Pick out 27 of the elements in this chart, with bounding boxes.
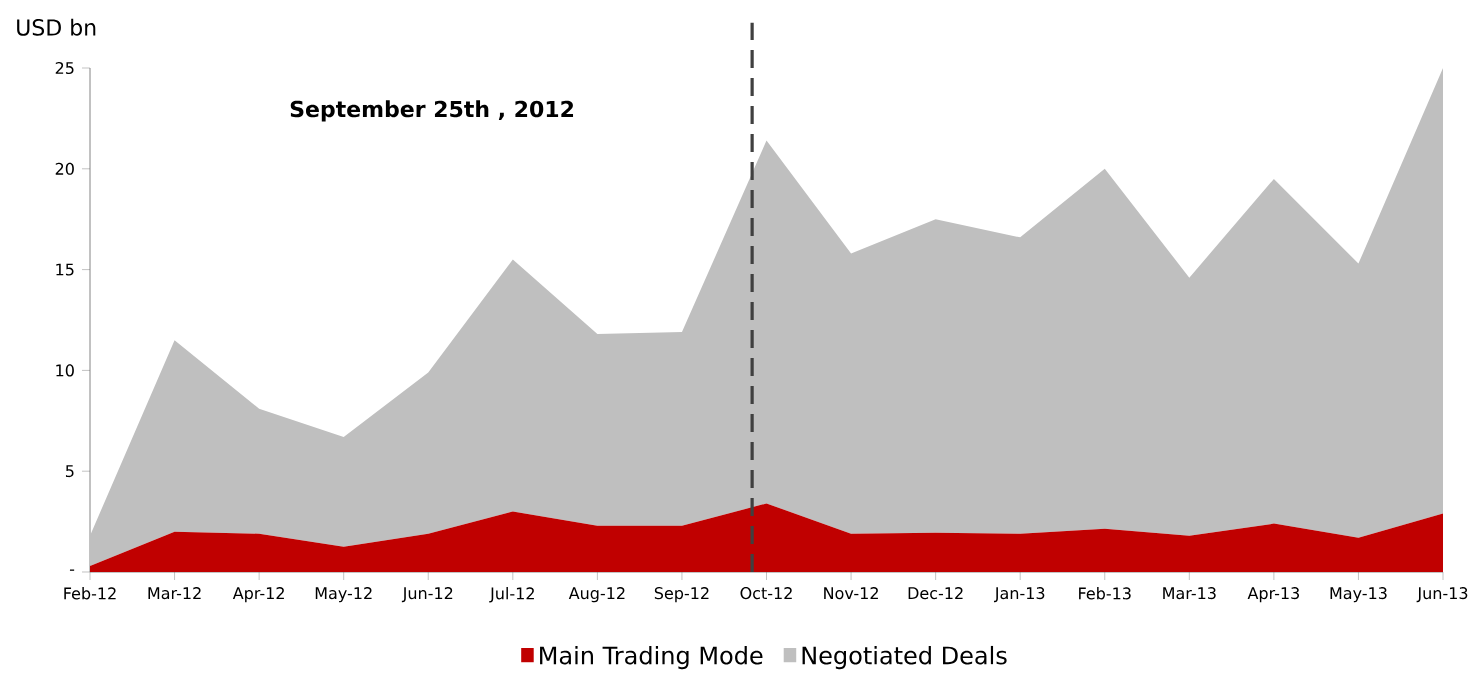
x-tick-label: Mar-13 [1163, 586, 1216, 600]
y-tick-label: 5 [65, 465, 74, 478]
legend-label: Main Trading Mode [540, 645, 763, 670]
x-tick-label: Mar-12 [148, 586, 201, 600]
x-tick-label: May-13 [1330, 586, 1387, 603]
x-tick-label: Jun-12 [401, 586, 453, 603]
y-tick-label: - [69, 569, 75, 571]
x-tick-label: Sep-12 [654, 586, 709, 603]
x-tick-label: Jan-13 [993, 586, 1045, 603]
y-tick-label: 25 [55, 61, 74, 74]
x-tick-label: Apr-12 [232, 586, 284, 603]
x-tick-label: Feb-13 [1079, 587, 1131, 600]
x-tick-label: Feb-12 [64, 587, 116, 600]
x-tick-label: Nov-12 [824, 586, 878, 600]
y-tick-label: 20 [55, 162, 74, 175]
x-tick-label: Oct-12 [740, 586, 792, 600]
x-tick-label: Dec-12 [908, 586, 963, 600]
legend-label: Negotiated Deals [802, 645, 1007, 670]
y-tick-label: 15 [56, 263, 74, 276]
y-axis-title: USD bn [17, 18, 96, 36]
y-tick-label: 10 [56, 364, 74, 377]
x-tick-label: Apr-13 [1247, 586, 1300, 603]
x-tick-label: May-12 [315, 586, 372, 603]
x-tick-label: Aug-12 [568, 586, 625, 603]
x-tick-label: Jun-13 [1416, 586, 1468, 603]
x-tick-label: Jul-12 [489, 587, 534, 603]
annotation: September 25th , 2012 [290, 100, 574, 122]
